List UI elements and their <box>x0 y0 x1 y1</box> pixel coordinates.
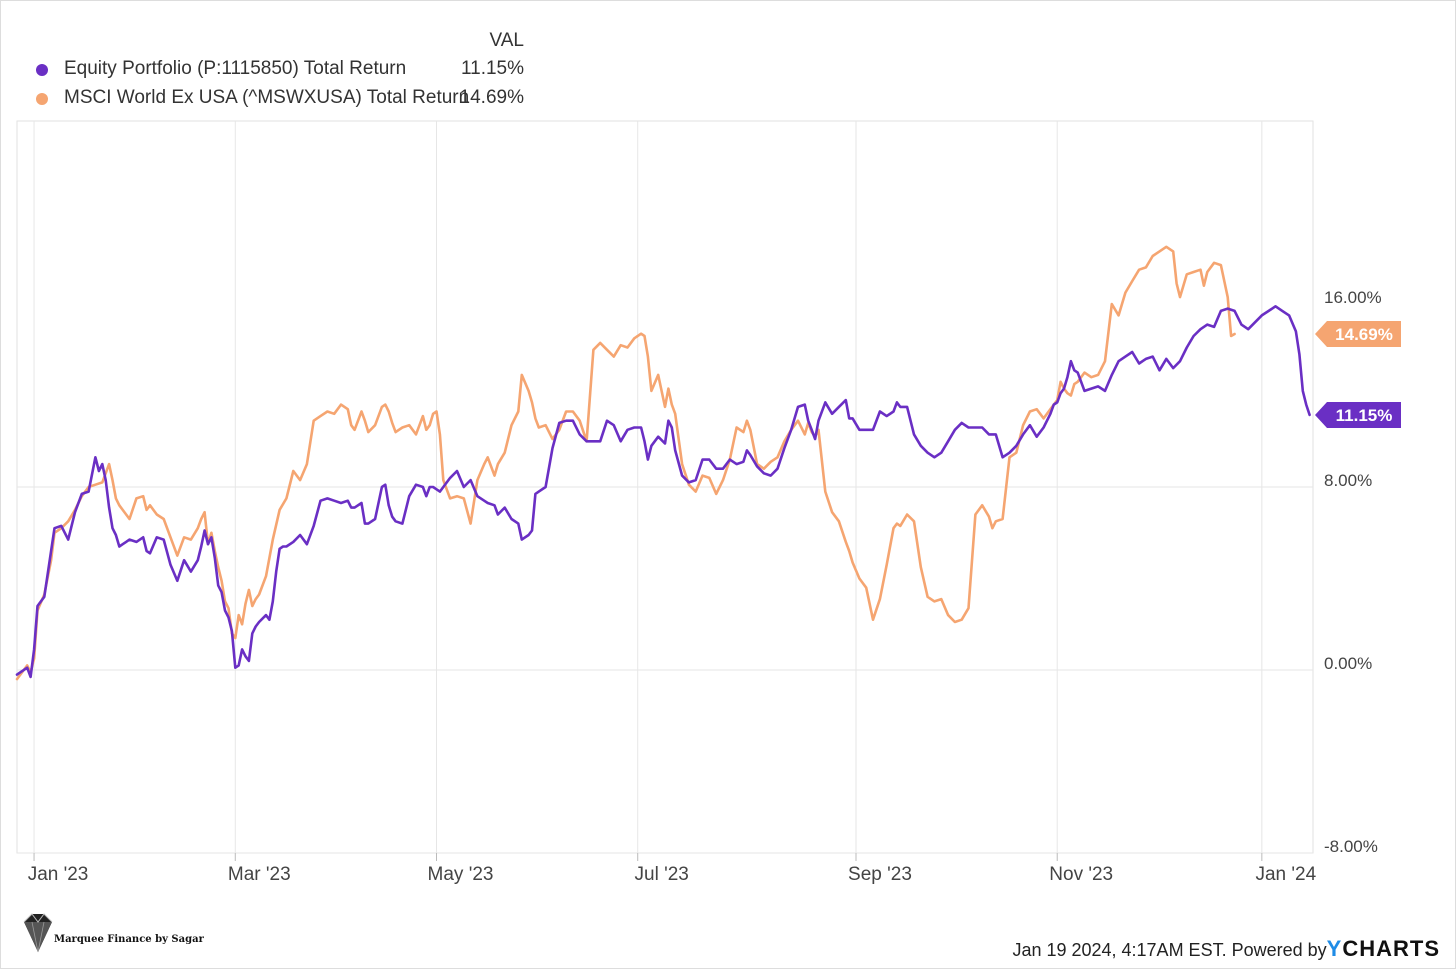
legend-dot-equity-portfolio <box>36 64 48 76</box>
x-tick-label: Jul '23 <box>635 864 689 885</box>
legend-item-msci-world-ex-usa[interactable]: MSCI World Ex USA (^MSWXUSA) Total Retur… <box>36 87 526 111</box>
footer-attribution: Jan 19 2024, 4:17AM EST. Powered byYCHAR… <box>1012 936 1440 962</box>
ycharts-logo-rest: CHARTS <box>1342 936 1440 961</box>
legend-value-equity-portfolio: 11.15% <box>460 58 524 79</box>
legend-dot-msci-world-ex-usa <box>36 93 48 105</box>
legend-name-msci-world-ex-usa: MSCI World Ex USA (^MSWXUSA) Total Retur… <box>64 87 470 108</box>
legend-value-header: VAL <box>489 30 524 51</box>
legend-name-equity-portfolio: Equity Portfolio (P:1115850) Total Retur… <box>64 58 407 79</box>
legend: VAL Equity Portfolio (P:1115850) Total R… <box>0 0 560 115</box>
gridlines <box>16 120 1314 854</box>
y-tick-label: 16.00% <box>1324 288 1382 307</box>
x-tick-label: Nov '23 <box>1049 864 1113 885</box>
x-tick-label: May '23 <box>428 864 494 885</box>
timestamp-text: Jan 19 2024, 4:17AM EST. Powered by <box>1012 940 1327 960</box>
x-axis-ticks: Jan '23 Mar '23 May '23 Jul '23 Sep '23 Nov '… <box>28 853 1317 885</box>
series-line-equity-portfolio <box>15 305 1311 679</box>
y-tick-label: 0.00% <box>1324 654 1372 673</box>
x-tick-label: Jan '23 <box>28 864 89 885</box>
brand-name: Marquee Finance by Sagar <box>54 934 204 945</box>
end-label-badge <box>1315 401 1401 428</box>
y-axis-ticks: 16.00% 8.00% 0.00% -8.00% <box>1324 288 1382 856</box>
y-tick-label: -8.00% <box>1324 837 1378 856</box>
end-label-value: 11.15% <box>1336 406 1393 425</box>
x-tick-label: Mar '23 <box>228 864 291 885</box>
x-tick-label: Jan '24 <box>1255 864 1316 885</box>
end-label-value: 14.69% <box>1335 325 1393 344</box>
series-lines <box>15 245 1311 681</box>
ycharts-logo[interactable]: YCHARTS <box>1327 936 1440 961</box>
end-label-badge <box>1315 320 1401 347</box>
x-tick-label: Sep '23 <box>848 864 912 885</box>
diamond-icon <box>23 913 53 953</box>
legend-value-msci-world-ex-usa: 14.69% <box>459 87 524 108</box>
y-tick-label: 8.00% <box>1324 471 1372 490</box>
ycharts-logo-y: Y <box>1326 936 1343 961</box>
brand-logo: Marquee Finance by Sagar <box>18 912 218 956</box>
end-labels: 14.69% 11.15% <box>1315 320 1401 428</box>
legend-item-equity-portfolio[interactable]: Equity Portfolio (P:1115850) Total Retur… <box>36 58 526 82</box>
series-line-msci-world-ex-usa <box>15 245 1236 681</box>
